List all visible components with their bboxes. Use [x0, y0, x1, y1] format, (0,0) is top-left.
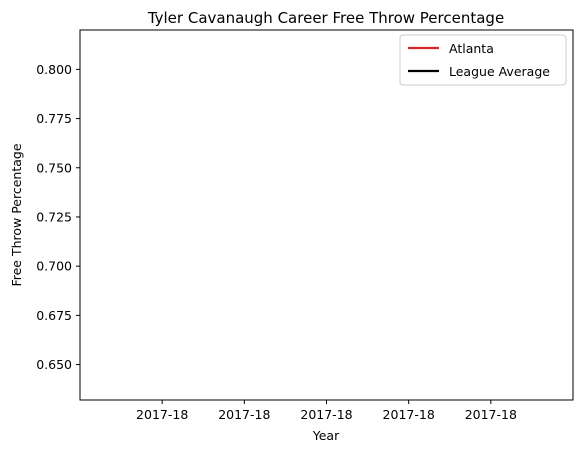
- legend-atlanta-label: Atlanta: [449, 41, 494, 56]
- chart-title: Tyler Cavanaugh Career Free Throw Percen…: [147, 9, 504, 27]
- y-axis-ticks: 0.650 0.675 0.700 0.725 0.750 0.775 0.800: [36, 62, 80, 372]
- y-tick-label: 0.700: [36, 259, 72, 274]
- y-tick-label: 0.725: [36, 209, 72, 224]
- y-tick-label: 0.650: [36, 357, 72, 372]
- x-tick-label: 2017-18: [465, 407, 517, 422]
- x-tick-label: 2017-18: [136, 407, 188, 422]
- y-tick-label: 0.775: [36, 111, 72, 126]
- y-tick-label: 0.675: [36, 308, 72, 323]
- y-tick-label: 0.800: [36, 62, 72, 77]
- y-tick-label: 0.750: [36, 160, 72, 175]
- legend-league-average-label: League Average: [449, 64, 550, 79]
- plot-area: [79, 29, 574, 401]
- y-axis-label: Free Throw Percentage: [9, 143, 24, 286]
- legend-frame: [399, 34, 567, 86]
- legend: Atlanta League Average: [399, 34, 567, 86]
- x-tick-label: 2017-18: [383, 407, 435, 422]
- x-axis-label: Year: [312, 428, 340, 443]
- x-tick-label: 2017-18: [300, 407, 352, 422]
- x-axis-ticks: 2017-18 2017-18 2017-18 2017-18 2017-18: [136, 400, 517, 422]
- x-tick-label: 2017-18: [218, 407, 270, 422]
